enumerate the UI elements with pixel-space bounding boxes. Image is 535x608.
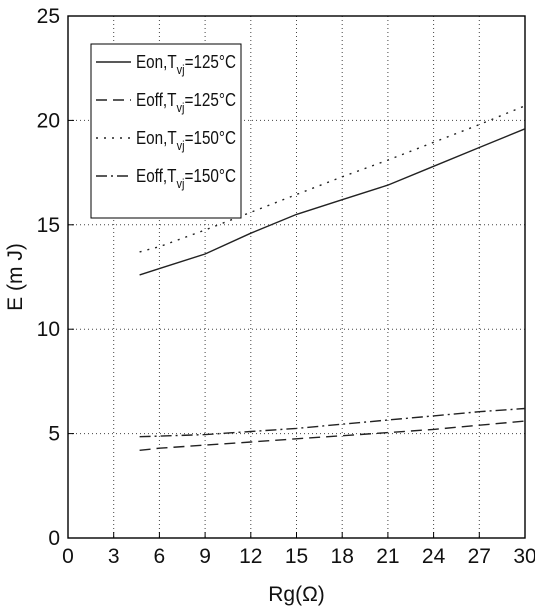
x-tick-label: 6 xyxy=(154,545,166,568)
legend-label-3: Eon,Tvj=150°C xyxy=(136,128,236,153)
legend-label-tail: =125°C xyxy=(185,52,236,72)
series-line-2 xyxy=(139,420,526,451)
series-line-1 xyxy=(139,128,526,276)
legend-label-2: Eoff,Tvj=125°C xyxy=(136,90,236,115)
x-tick-label: 12 xyxy=(239,545,262,568)
series-layer xyxy=(139,105,526,451)
x-tick-label: 3 xyxy=(108,545,120,568)
y-tick-label: 10 xyxy=(37,318,60,341)
x-tick-label: 24 xyxy=(422,545,446,568)
axis-ticks: 0 3 6 9 12 15 18 21 24 27 30 0 5 10 15 20 25 xyxy=(37,5,535,568)
legend-label-main: Eon,T xyxy=(136,128,177,148)
legend-label-tail: =150°C xyxy=(184,166,236,186)
y-tick-label: 5 xyxy=(48,423,60,446)
y-axis-label: E (m J) xyxy=(4,243,27,311)
x-tick-label: 18 xyxy=(331,545,354,568)
y-tick-label: 15 xyxy=(37,214,60,237)
legend-label-4: Eoff,Tvj=150°C xyxy=(136,166,236,191)
legend: Eon,Tvj=125°CEoff,Tvj=125°CEon,Tvj=150°C… xyxy=(90,43,242,219)
x-tick-label: 30 xyxy=(513,545,535,568)
legend-label-subscript: vj xyxy=(177,62,185,77)
legend-label-subscript: vj xyxy=(176,176,184,191)
x-tick-label: 15 xyxy=(285,545,308,568)
x-axis-label: Rg(Ω) xyxy=(268,583,325,606)
y-tick-label: 25 xyxy=(37,5,60,28)
x-tick-label: 9 xyxy=(199,545,211,568)
x-tick-label: 0 xyxy=(62,545,74,568)
x-tick-label: 27 xyxy=(468,545,491,568)
legend-label-tail: =150°C xyxy=(185,128,236,148)
grid-lines xyxy=(68,16,525,538)
x-tick-label: 21 xyxy=(376,545,399,568)
y-tick-label: 20 xyxy=(37,109,60,132)
legend-label-subscript: vj xyxy=(177,138,185,153)
legend-label-main: Eoff,T xyxy=(136,166,176,186)
legend-label-subscript: vj xyxy=(176,100,184,115)
legend-label-main: Eon,T xyxy=(136,52,177,72)
y-tick-label: 0 xyxy=(48,527,60,550)
legend-label-tail: =125°C xyxy=(184,90,236,110)
legend-label-main: Eoff,T xyxy=(136,90,176,110)
series-line-4 xyxy=(139,407,526,438)
legend-box xyxy=(90,43,242,219)
legend-label-1: Eon,Tvj=125°C xyxy=(136,52,236,77)
